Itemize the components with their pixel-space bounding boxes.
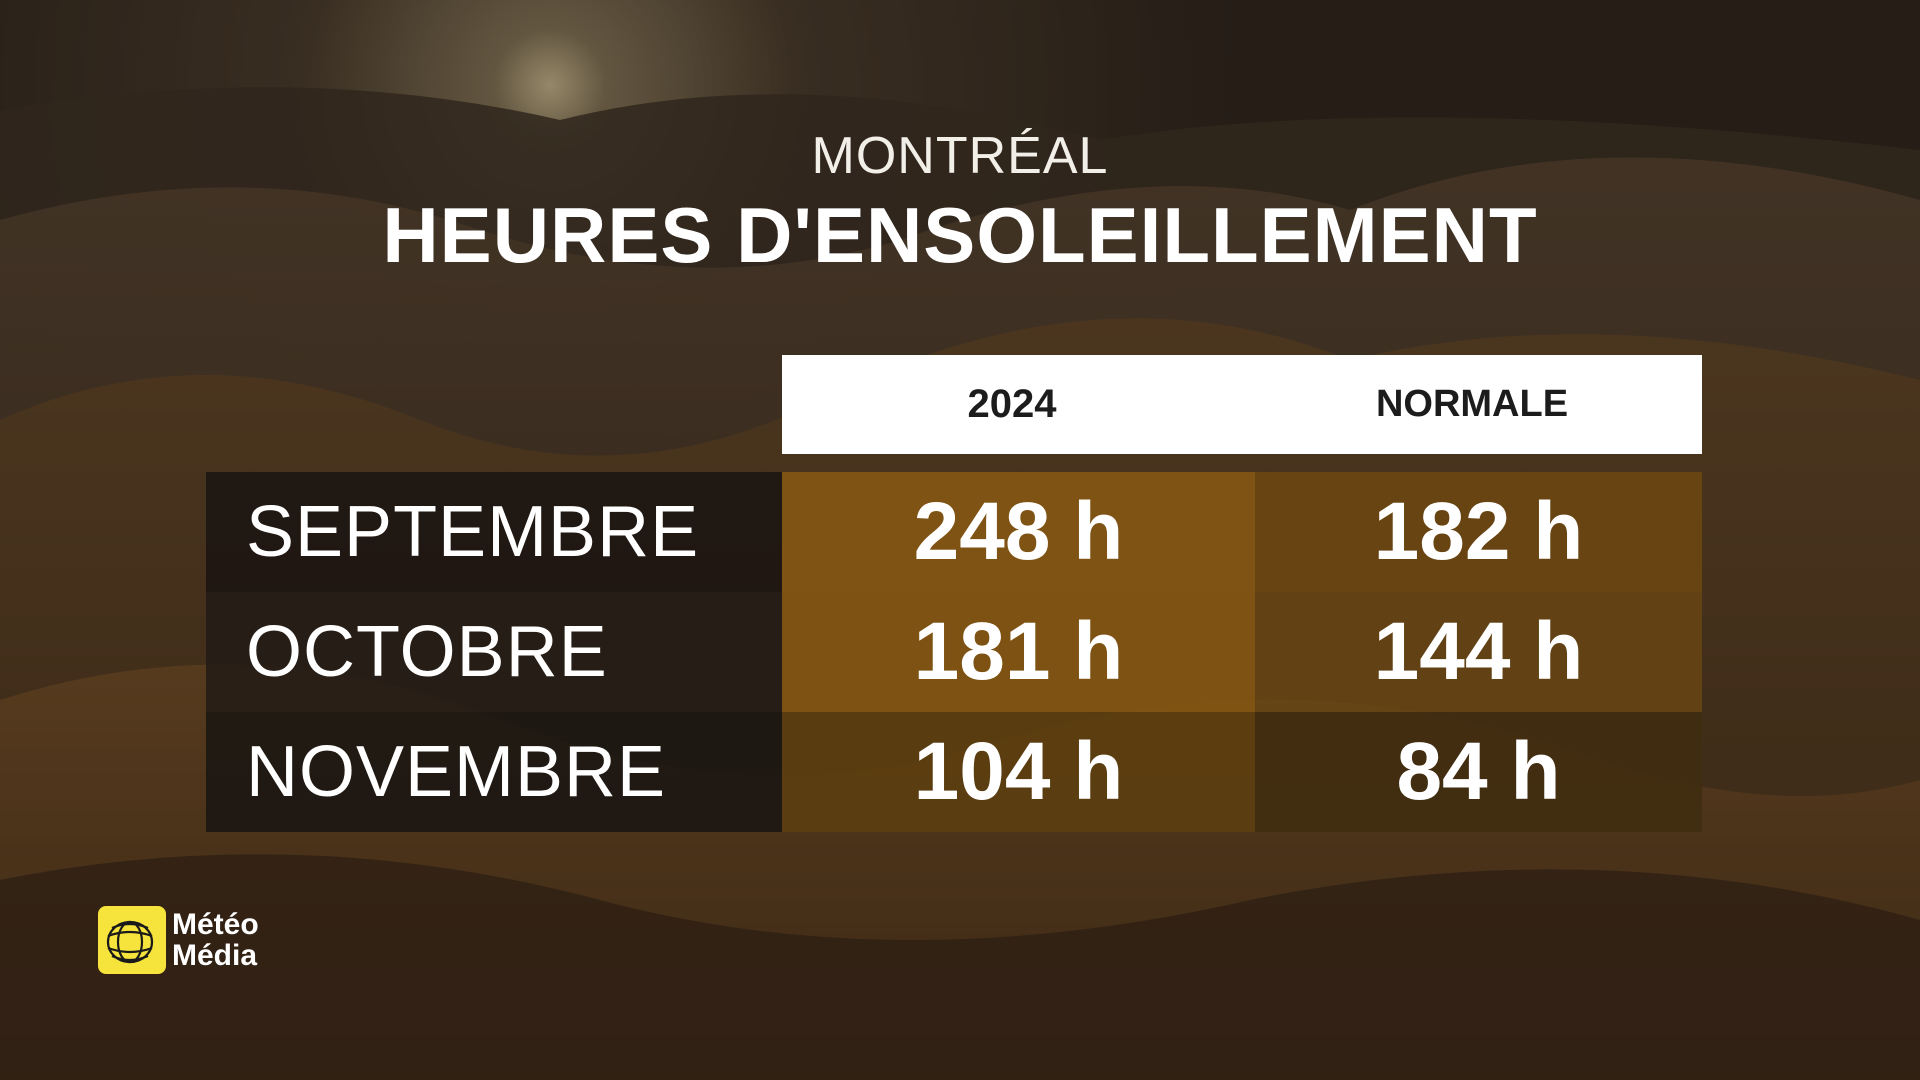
table-row-octobre: OCTOBRE 181 h 144 h [206, 592, 1702, 712]
chart-title: HEURES D'ENSOLEILLEMENT [382, 191, 1538, 279]
month-label-octobre: OCTOBRE [206, 592, 782, 712]
value-2024-septembre: 248 h [782, 472, 1255, 592]
logo-wordmark: Météo Média [172, 909, 259, 971]
sunshine-table: SEPTEMBRE 248 h 182 h OCTOBRE 181 h 144 … [206, 472, 1702, 832]
column-header-normale: NORMALE [1375, 383, 1569, 425]
globe-icon [98, 906, 166, 974]
table-row-septembre: SEPTEMBRE 248 h 182 h [206, 472, 1702, 592]
value-normale-novembre: 84 h [1255, 712, 1702, 832]
meteomedia-logo: Météo Média [98, 906, 259, 974]
column-header-2024: 2024 [967, 382, 1057, 426]
logo-line-media: Média [172, 939, 258, 972]
value-normale-septembre: 182 h [1255, 472, 1702, 592]
table-row-novembre: NOVEMBRE 104 h 84 h [206, 712, 1702, 832]
city-subtitle: MONTRÉAL [811, 127, 1109, 185]
value-2024-novembre: 104 h [782, 712, 1255, 832]
value-2024-octobre: 181 h [782, 592, 1255, 712]
month-label-novembre: NOVEMBRE [206, 712, 782, 832]
month-label-septembre: SEPTEMBRE [206, 472, 782, 592]
column-header-bar: 2024 NORMALE [782, 355, 1702, 454]
value-normale-octobre: 144 h [1255, 592, 1702, 712]
logo-line-meteo: Météo [172, 908, 259, 941]
